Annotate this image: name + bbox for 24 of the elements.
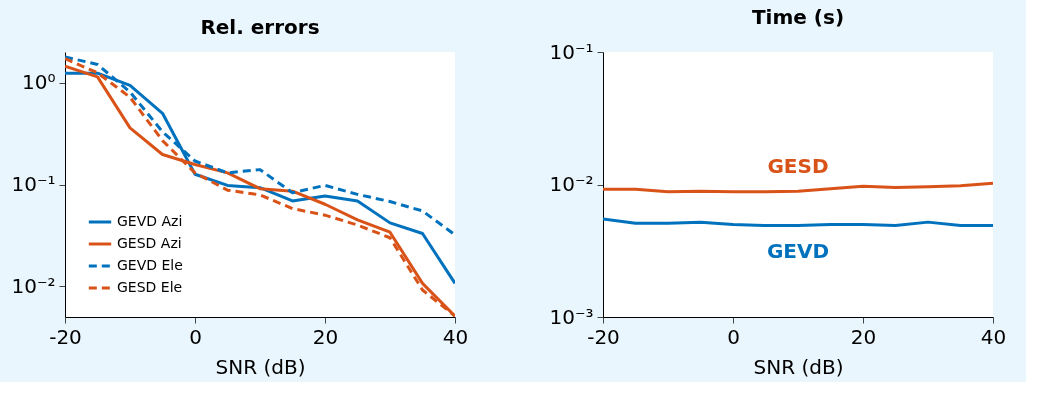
legend-label: GESD Ele: [117, 279, 183, 295]
x-tick-label: 20: [850, 324, 877, 349]
line-series: [603, 181, 993, 194]
x-tick-label: 40: [442, 324, 469, 349]
y-tick-label: 10⁰: [22, 70, 56, 95]
chart-title: Time (s): [751, 5, 845, 29]
x-axis-title: SNR (dB): [753, 354, 844, 379]
series-label: GESD: [767, 154, 829, 179]
legend-label: GEVD Azi: [117, 213, 183, 229]
line-series: [603, 217, 993, 228]
x-tick-label: 0: [727, 324, 740, 349]
x-tick-label: 0: [189, 324, 202, 349]
x-tick-label: -20: [49, 324, 82, 349]
y-tick-label: 10⁻¹: [549, 39, 594, 64]
y-tick-label: 10⁻²: [11, 273, 56, 298]
x-tick-label: 40: [980, 324, 1007, 349]
legend-label: GEVD Ele: [117, 257, 183, 273]
y-tick-label: 10⁻²: [549, 172, 594, 196]
series-label: GEVD: [766, 238, 830, 263]
legend-label: GESD Azi: [117, 235, 182, 251]
y-tick-label: 10⁻¹: [11, 172, 56, 196]
x-axis-title: SNR (dB): [215, 354, 306, 379]
x-tick-label: 20: [312, 324, 339, 349]
chart-title: Rel. errors: [200, 15, 320, 39]
